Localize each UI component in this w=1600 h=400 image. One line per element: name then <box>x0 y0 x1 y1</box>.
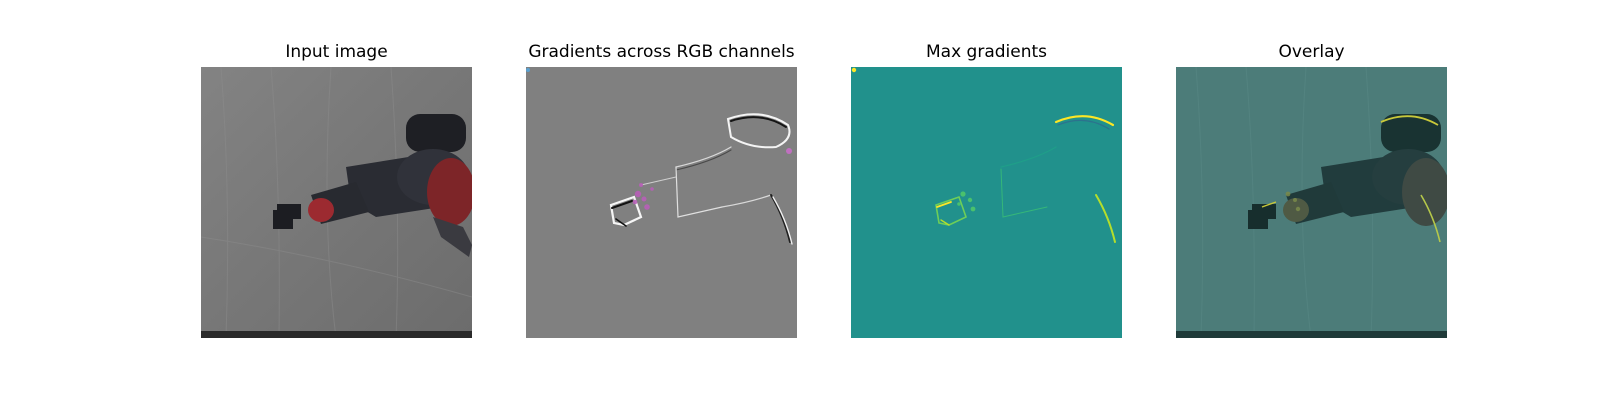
robot-arm-graphic <box>273 114 472 257</box>
gradients-image <box>526 67 797 338</box>
panel-gradients: Gradients across RGB channels <box>526 0 797 400</box>
panel-max: Max gradients <box>851 0 1122 400</box>
overlay-image <box>1176 67 1447 338</box>
panel-title-overlay: Overlay <box>1278 42 1345 62</box>
panel-title-max: Max gradients <box>925 42 1048 62</box>
panel-title-input: Input image <box>285 42 388 62</box>
panel-input: Input image <box>201 0 472 400</box>
input-image <box>201 67 472 338</box>
panel-overlay: Overlay <box>1176 0 1447 400</box>
panel-title-gradients: Gradients across RGB channels <box>528 42 795 62</box>
max-gradients-image <box>851 67 1122 338</box>
